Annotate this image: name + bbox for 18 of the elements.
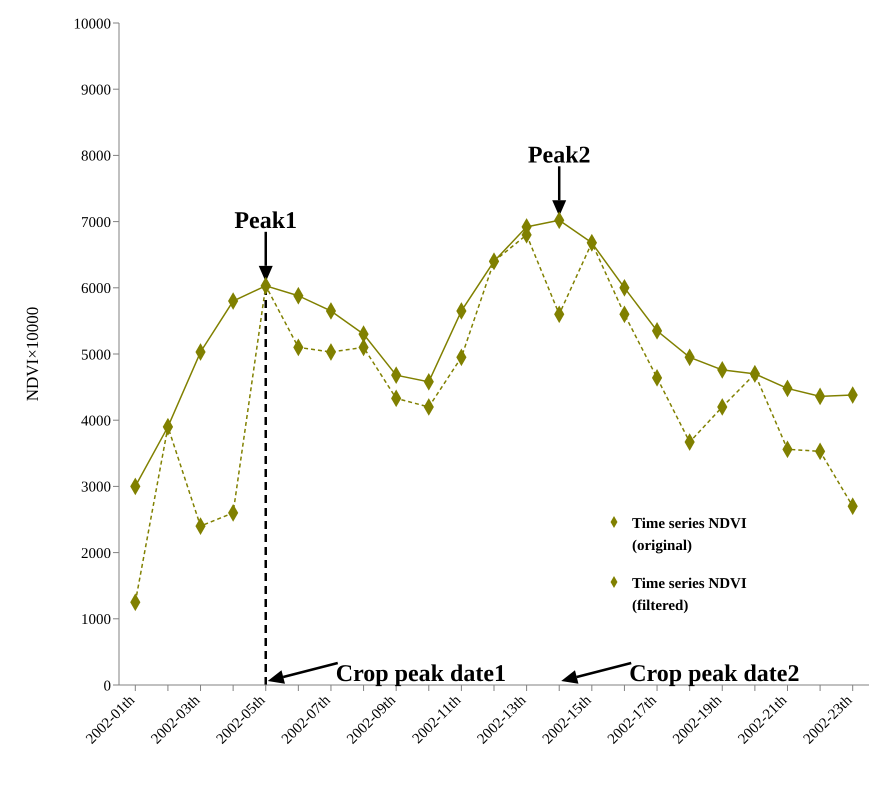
y-axis-title: NDVI×10000 — [23, 306, 42, 402]
annotation: Crop peak date2 — [629, 661, 800, 687]
y-tick-label: 6000 — [81, 281, 111, 298]
y-tick-label: 3000 — [81, 480, 111, 496]
y-tick-label: 2000 — [81, 546, 111, 562]
y-tick-label: 5000 — [81, 347, 111, 364]
annotation: Peak2 — [528, 142, 591, 168]
annotation: Crop peak date1 — [336, 661, 506, 687]
y-tick-label: 0 — [104, 678, 111, 694]
legend-label: Time series NDVI (filtered) — [632, 575, 748, 616]
y-tick-label: 10000 — [74, 16, 111, 32]
y-tick-label: 4000 — [81, 414, 111, 430]
legend-label: Time series NDVI (original) — [632, 515, 748, 556]
annotation: Peak1 — [234, 208, 298, 234]
y-tick-label: 1000 — [81, 612, 111, 628]
y-tick-label: 7000 — [81, 214, 111, 231]
y-tick-label: 8000 — [81, 148, 111, 165]
y-tick-label: 9000 — [81, 82, 111, 99]
